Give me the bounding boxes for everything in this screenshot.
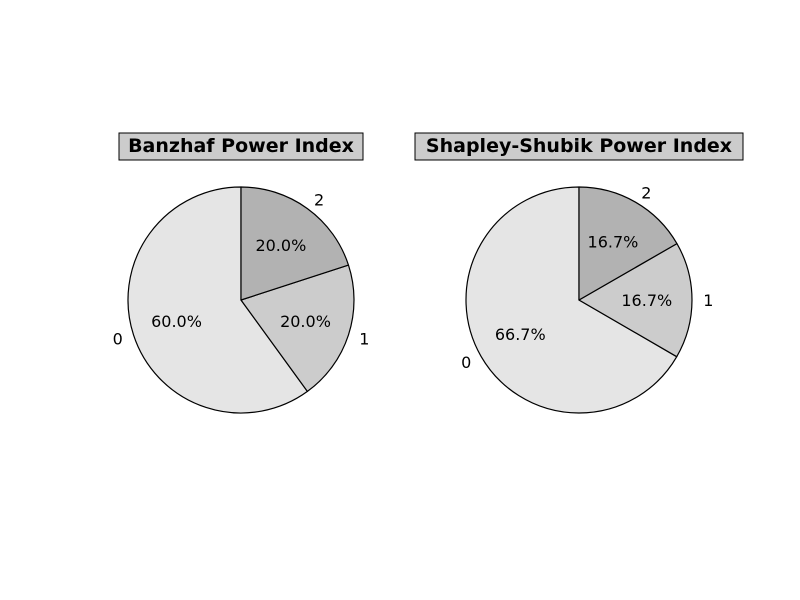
slice-percent-label: 60.0% (151, 312, 202, 331)
slice-percent-label: 20.0% (255, 236, 306, 255)
pie-slices (127, 186, 355, 414)
slice-percent-label: 20.0% (280, 312, 331, 331)
chart-title-box (118, 132, 364, 161)
pie-chart-shapley-shubik: Shapley-Shubik Power Index 0 66.7% 1 16.7% 2… (414, 132, 744, 414)
slice-category-label: 0 (113, 329, 123, 348)
pie-labels: 0 60.0% 1 20.0% 2 20.0% (113, 190, 370, 348)
pie-slice-1 (578, 243, 693, 358)
slice-percent-label: 16.7% (621, 291, 672, 310)
pie-slice-0 (127, 186, 309, 414)
pie-slice-2 (578, 186, 678, 301)
pie-slice-0 (465, 186, 678, 414)
slice-category-label: 2 (641, 183, 651, 202)
pie-slice-1 (240, 264, 355, 393)
pie-slices (465, 186, 693, 414)
chart-title-box (414, 132, 744, 161)
pie-slice-2 (240, 186, 350, 301)
slice-category-label: 1 (703, 291, 713, 310)
pie-chart-banzhaf: Banzhaf Power Index 0 60.0% 1 20.0% 2 20.0% (113, 132, 370, 414)
pie-labels: 0 66.7% 1 16.7% 2 16.7% (461, 183, 713, 372)
chart-title: Shapley-Shubik Power Index (426, 135, 732, 157)
slice-category-label: 0 (461, 353, 471, 372)
slice-percent-label: 16.7% (588, 232, 639, 251)
slice-percent-label: 66.7% (495, 325, 546, 344)
slice-category-label: 1 (359, 329, 369, 348)
chart-title: Banzhaf Power Index (128, 135, 354, 157)
slice-category-label: 2 (314, 190, 324, 209)
